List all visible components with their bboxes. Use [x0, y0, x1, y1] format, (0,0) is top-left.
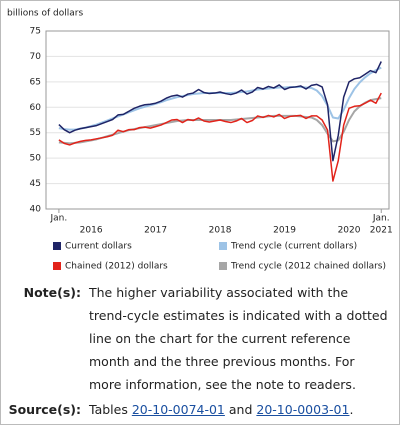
notes-label: Note(s): — [23, 285, 81, 300]
x-year-label: 2019 — [273, 226, 296, 236]
chart: billions of dollars 40 45 50 55 60 65 70 75 Jan.… — [7, 9, 393, 272]
source-text-part: . — [349, 402, 354, 417]
x-year-label: 2020 — [338, 226, 361, 236]
x-tick-label: Jan. — [50, 214, 68, 224]
table-link[interactable]: 20-10-0074-01 — [131, 402, 225, 417]
source-label: Source(s): — [8, 402, 81, 417]
source-text-part: and — [228, 402, 253, 417]
y-axis-label: billions of dollars — [7, 9, 83, 19]
y-tick-label: 60 — [30, 103, 42, 113]
legend-label: Trend cycle (2012 chained dollars) — [230, 262, 386, 272]
series-line — [58, 92, 382, 182]
legend-label: Trend cycle (current dollars) — [230, 242, 357, 252]
source-text-part: Tables — [89, 402, 128, 417]
source-row: Source(s): Tables 20-10-0074-01 and 20-1… — [1, 398, 399, 421]
notes-block: Note(s): The higher variability associat… — [1, 281, 399, 421]
x-tick-label: Jan. — [372, 214, 390, 224]
legend-label: Chained (2012) dollars — [65, 262, 168, 272]
notes-text: The higher variability associated with t… — [89, 285, 388, 392]
legend-swatch — [53, 262, 61, 270]
y-tick-label: 70 — [30, 52, 42, 62]
y-tick-label: 65 — [30, 77, 41, 87]
y-tick-label: 40 — [30, 205, 42, 215]
legend-swatch — [219, 242, 227, 250]
legend-swatch — [219, 262, 227, 270]
x-year-label: 2018 — [209, 226, 232, 236]
table-link[interactable]: 20-10-0003-01 — [256, 402, 350, 417]
y-tick-label: 50 — [30, 154, 42, 164]
series-line — [58, 61, 382, 162]
y-tick-label: 55 — [30, 128, 41, 138]
plot-frame — [45, 30, 390, 210]
x-year-label: 2021 — [370, 226, 393, 236]
notes-row: Note(s): The higher variability associat… — [1, 281, 399, 396]
x-year-label: 2017 — [144, 226, 167, 236]
legend-swatch — [53, 242, 61, 250]
x-year-label: 2016 — [80, 226, 103, 236]
legend-label: Current dollars — [65, 242, 132, 252]
source-text: Tables 20-10-0074-01 and 20-10-0003-01. — [89, 398, 389, 421]
y-tick-label: 45 — [30, 179, 41, 189]
y-tick-label: 75 — [30, 27, 41, 37]
